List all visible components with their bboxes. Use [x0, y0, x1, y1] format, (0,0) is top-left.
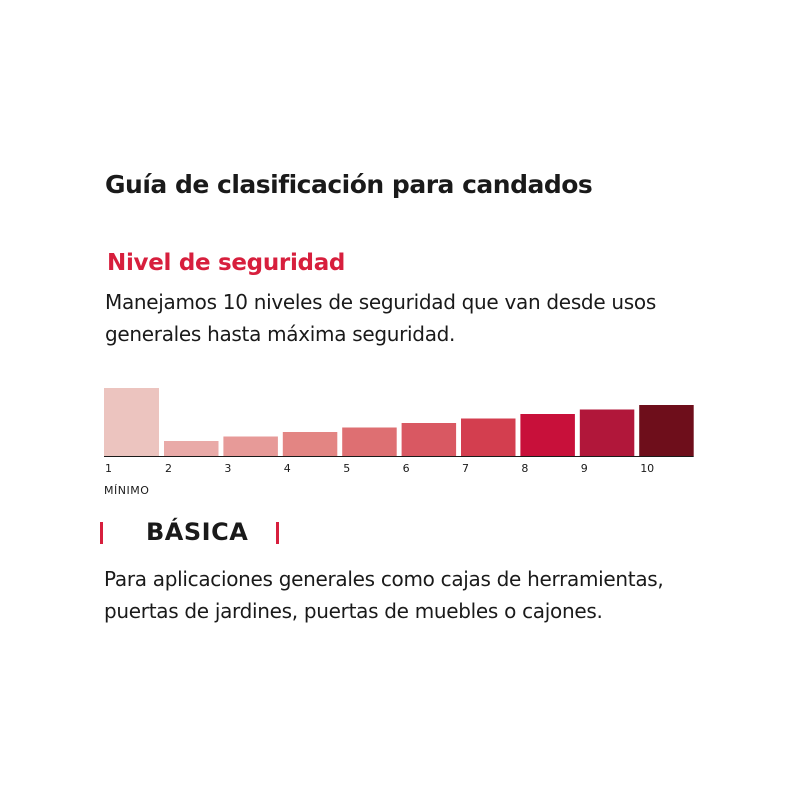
level-label-9: 9 — [581, 462, 588, 475]
section-subtitle: Nivel de seguridad — [107, 250, 346, 276]
level-description-line: Para aplicaciones generales como cajas d… — [104, 567, 664, 591]
level-label-4: 4 — [284, 462, 291, 475]
level-bar-6 — [401, 423, 457, 456]
level-bar-1 — [104, 388, 159, 456]
description-line: Manejamos 10 niveles de seguridad que va… — [105, 290, 656, 314]
selected-level-heading: BÁSICA — [100, 518, 285, 550]
level-bar-3 — [223, 436, 278, 456]
selected-level-description: Para aplicaciones generales como cajas d… — [104, 563, 744, 627]
level-label-10: 10 — [640, 462, 654, 475]
section-description: Manejamos 10 niveles de seguridad que va… — [105, 286, 725, 350]
level-bar-2 — [164, 441, 219, 456]
level-label-3: 3 — [224, 462, 231, 475]
level-label-2: 2 — [165, 462, 172, 475]
level-bar-9 — [579, 409, 635, 456]
description-line: generales hasta máxima seguridad. — [105, 322, 456, 346]
level-bar-7 — [461, 418, 516, 456]
level-label-7: 7 — [462, 462, 469, 475]
page-title: Guía de clasificación para candados — [105, 170, 593, 199]
level-bar-8 — [520, 414, 575, 456]
min-level-label: MÍNIMO — [104, 484, 149, 497]
level-label-8: 8 — [521, 462, 528, 475]
level-label-5: 5 — [343, 462, 350, 475]
level-description-line: puertas de jardines, puertas de muebles … — [104, 599, 603, 623]
level-marker-left — [100, 522, 103, 544]
selected-level-name: BÁSICA — [146, 518, 249, 546]
level-bar-10 — [639, 405, 694, 456]
level-label-1: 1 — [105, 462, 112, 475]
level-label-6: 6 — [403, 462, 410, 475]
level-bar-4 — [282, 432, 338, 456]
level-marker-right — [276, 522, 279, 544]
level-bar-5 — [342, 427, 397, 456]
